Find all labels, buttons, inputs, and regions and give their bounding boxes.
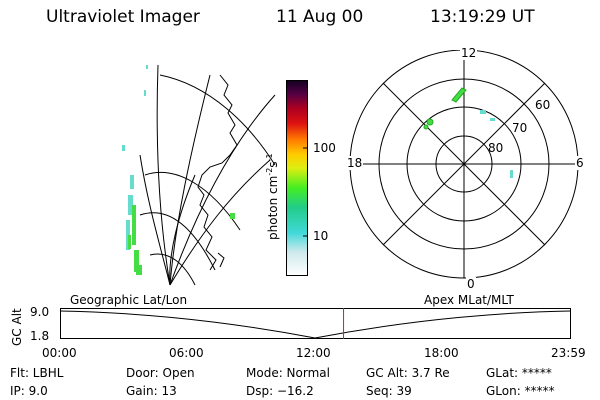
colorbar-label: photon cm-2s-1 [265, 153, 280, 240]
x-tick-1200: 12:00 [296, 346, 331, 360]
gc-alt-info: GC Alt: 3.7 Re [366, 366, 450, 380]
x-tick-0000: 00:00 [42, 346, 77, 360]
mlt-label-0: 0 [466, 277, 476, 291]
seq-info: Seq: 39 [366, 384, 412, 398]
door-info: Door: Open [126, 366, 195, 380]
y-tick-9: 9.0 [30, 305, 50, 319]
time-label: 13:19:29 UT [430, 7, 535, 27]
timeline-right-label: Apex MLat/MLT [424, 293, 514, 307]
mlt-label-12: 12 [460, 46, 478, 60]
timeline-left-label: Geographic Lat/Lon [70, 293, 188, 307]
polar-plot [349, 50, 579, 279]
colorbar-tick-100: 100 [313, 141, 336, 155]
x-tick-2359: 23:59 [551, 346, 586, 360]
mlt-label-6: 6 [575, 156, 585, 170]
timeline-y-axis-label: GC Alt [10, 308, 24, 346]
timeline-plot [60, 308, 571, 339]
colorbar [286, 80, 308, 276]
colorbar-tick-10: 10 [313, 229, 329, 243]
glat-info: GLat: ***** [486, 366, 552, 380]
gain-info: Gain: 13 [126, 384, 177, 398]
glon-info: GLon: ***** [486, 384, 555, 398]
lat-label-60: 60 [535, 98, 551, 112]
mlt-label-18: 18 [346, 156, 364, 170]
flt-info: Flt: LBHL [10, 366, 64, 380]
geographic-image [122, 64, 276, 286]
mode-info: Mode: Normal [246, 366, 330, 380]
lat-label-70: 70 [512, 121, 528, 135]
x-tick-0600: 06:00 [169, 346, 204, 360]
x-tick-1800: 18:00 [424, 346, 459, 360]
ip-info: IP: 9.0 [10, 384, 48, 398]
date-label: 11 Aug 00 [276, 7, 364, 27]
y-tick-1-8: 1.8 [30, 329, 50, 343]
lat-label-80: 80 [488, 141, 504, 155]
instrument-title: Ultraviolet Imager [46, 7, 200, 27]
dsp-info: Dsp: −16.2 [246, 384, 314, 398]
